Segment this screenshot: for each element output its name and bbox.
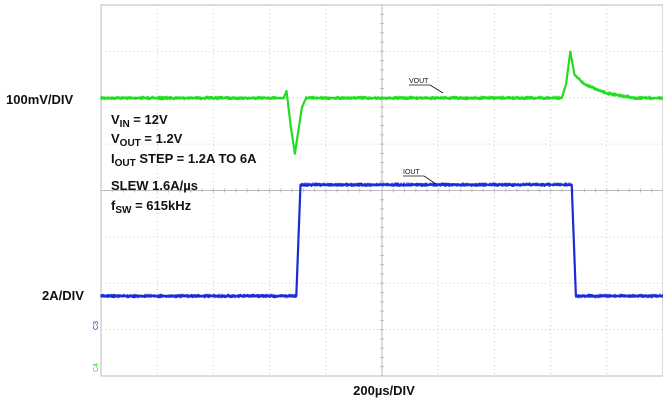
vout-trace-label: VOUT <box>409 78 429 85</box>
vout-scale-label: 100mV/DIV <box>6 92 74 107</box>
channel-marker-c3: C3 <box>93 321 100 330</box>
test-conditions: VIN = 12V VOUT = 1.2V IOUT STEP = 1.2A T… <box>111 112 257 216</box>
traces <box>100 50 663 299</box>
cond-fsw: fSW = 615kHz <box>111 198 192 216</box>
time-scale-label: 200µs/DIV <box>353 383 415 398</box>
cond-vin: VIN = 12V <box>111 112 168 130</box>
vout-trace <box>101 50 663 155</box>
iout-annotation: IOUT <box>403 169 437 185</box>
cond-iout: IOUT STEP = 1.2A TO 6A <box>111 151 257 169</box>
iout-scale-label: 2A/DIV <box>42 288 84 303</box>
vout-annotation: VOUT <box>409 78 444 94</box>
cond-slew: SLEW 1.6A/µs <box>111 178 198 193</box>
iout-label-leader <box>423 175 437 185</box>
channel-marker-c4: C4 <box>93 363 100 372</box>
cond-vout: VOUT = 1.2V <box>111 131 183 149</box>
iout-trace-label: IOUT <box>403 169 420 176</box>
vout-label-leader <box>429 84 444 94</box>
iout-trace <box>101 183 663 298</box>
